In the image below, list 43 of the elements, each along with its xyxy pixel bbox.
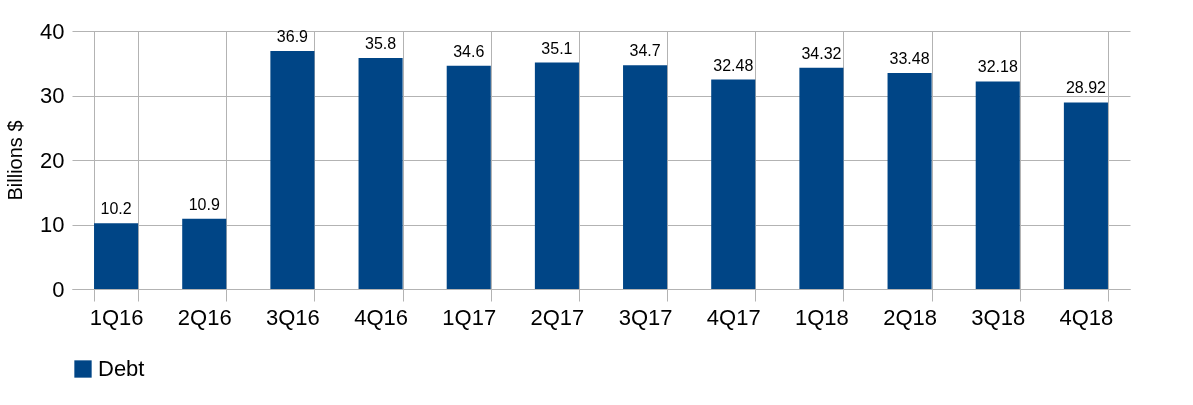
data-label: 36.9 [276,27,309,45]
bar [887,73,932,289]
bar [799,67,844,289]
y-axis-title: Billions $ [4,120,27,201]
bar [358,58,403,289]
data-label: 32.18 [977,58,1018,76]
x-tick-label: 2Q18 [883,304,937,330]
bar [711,79,756,289]
data-label: 34.6 [453,42,485,60]
bar [975,81,1020,289]
x-tick-label: 3Q16 [266,304,320,330]
data-label: 35.8 [365,35,397,53]
bar [534,62,579,289]
bar [1063,102,1108,289]
x-tick-label: 1Q18 [795,304,849,330]
legend-label: Debt [98,356,145,381]
bar [182,218,227,289]
x-tick-label: 2Q16 [177,304,232,330]
x-tick-label: 4Q17 [706,304,761,330]
x-tick-label: 4Q16 [354,304,408,330]
data-label: 28.92 [1065,79,1107,97]
x-tick-label: 3Q17 [618,304,673,330]
data-label: 34.32 [801,44,842,62]
x-tick-label: 4Q18 [1059,304,1114,330]
bar [94,223,139,289]
data-label: 34.7 [629,42,661,60]
bar [270,51,315,289]
x-tick-label: 1Q16 [89,304,144,330]
data-label: 35.1 [541,39,573,57]
data-label: 33.48 [889,50,930,68]
data-label: 10.9 [188,195,220,213]
y-tick-label: 0 [52,276,65,302]
y-tick-label: 30 [40,83,65,108]
y-tick-label: 10 [40,212,65,237]
bar [623,65,668,289]
data-label: 10.2 [100,200,132,218]
x-tick-label: 3Q18 [971,304,1026,330]
y-tick-label: 40 [40,18,65,44]
x-tick-label: 2Q17 [530,304,585,330]
y-tick-label: 20 [40,147,65,173]
bar [446,65,491,289]
x-tick-label: 1Q17 [442,304,497,330]
data-label: 32.48 [713,56,754,74]
